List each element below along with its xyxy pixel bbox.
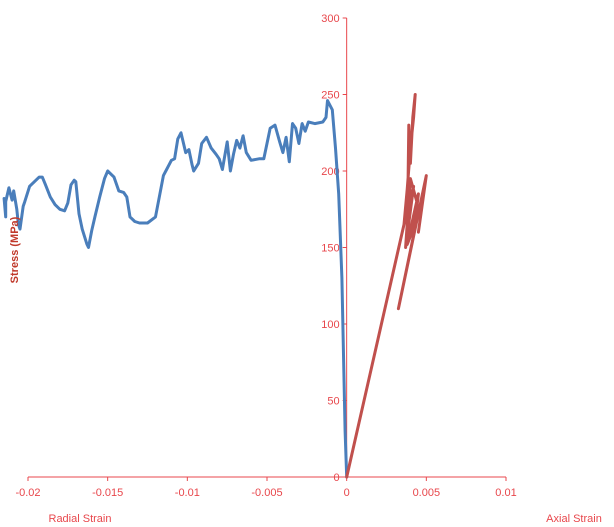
x-tick-label: 0.01	[495, 487, 516, 499]
x-tick-label: -0.005	[251, 487, 282, 499]
y-tick-label: 200	[321, 166, 339, 178]
series-line-1	[2, 99, 349, 479]
x-tick-label: 0	[344, 487, 350, 499]
y-tick-label: 150	[321, 243, 339, 255]
series-layer	[2, 93, 428, 479]
axes: -0.02 -0.015 -0.01 -0.005 0 0.005 0.01 0 50 100 15…	[15, 13, 516, 499]
labels: Stress (MPa) Radial Strain Axial Strain	[9, 216, 602, 525]
x-axis-title-left: Radial Strain	[49, 513, 112, 525]
x-tick-label: -0.01	[175, 487, 200, 499]
series-line-2	[345, 93, 428, 479]
y-tick-label: 300	[321, 13, 339, 25]
x-axis-title-right: Axial Strain	[546, 513, 602, 525]
y-tick-label: 250	[321, 90, 339, 102]
y-axis-title: Stress (MPa)	[9, 216, 21, 283]
y-tick-label: 0	[334, 472, 340, 484]
x-tick-label: 0.005	[413, 487, 441, 499]
x-tick-label: -0.02	[15, 487, 40, 499]
y-tick-label: 100	[321, 319, 339, 331]
y-tick-label: 50	[327, 396, 339, 408]
x-tick-label: -0.015	[92, 487, 123, 499]
